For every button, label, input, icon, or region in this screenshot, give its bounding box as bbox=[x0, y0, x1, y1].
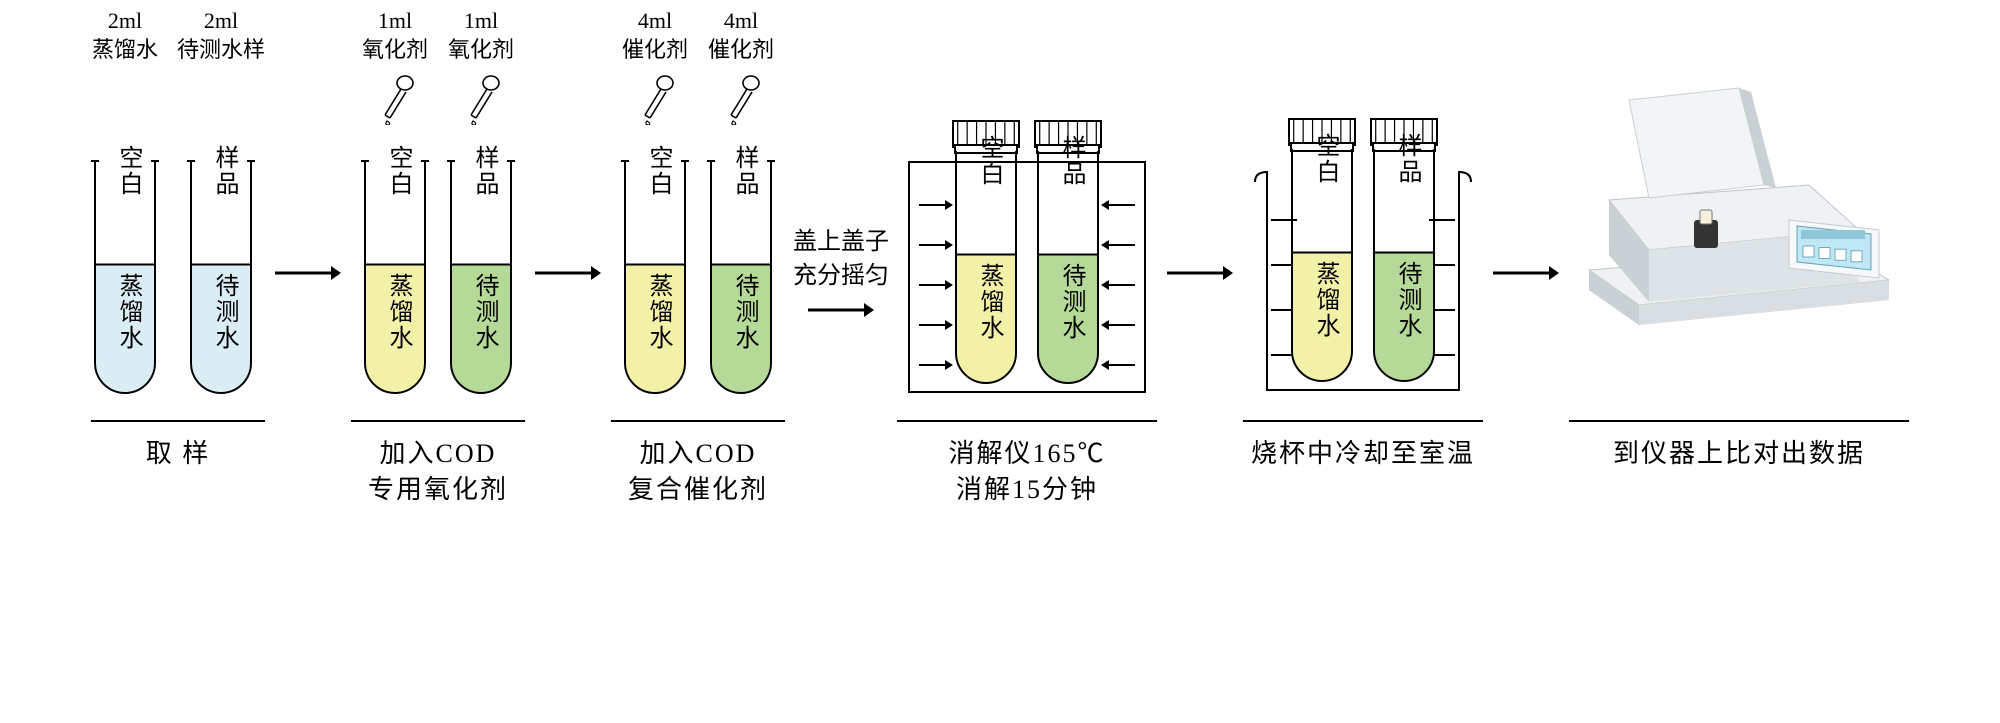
test-tube: 样品待测水 bbox=[447, 125, 515, 400]
digester-container: 空白蒸馏水样品待测水 bbox=[907, 100, 1147, 400]
test-tube: 样品待测水 bbox=[707, 125, 775, 400]
test-tube: 空白蒸馏水 bbox=[952, 115, 1020, 390]
dropper-icon bbox=[721, 75, 761, 125]
flow-arrow bbox=[1165, 98, 1235, 458]
dropper-icon bbox=[635, 75, 675, 125]
tube-lower-label: 待测水 bbox=[727, 273, 762, 351]
dropper-icon bbox=[375, 75, 415, 125]
step-caption: 加入COD专用氧化剂 bbox=[368, 436, 508, 516]
reagent-label: 2ml蒸馏水 bbox=[92, 7, 158, 67]
step-s2: 1ml氧化剂空白蒸馏水1ml氧化剂样品待测水加入COD专用氧化剂 bbox=[351, 40, 525, 516]
step-caption: 到仪器上比对出数据 bbox=[1613, 436, 1865, 516]
tube-lower-label: 待测水 bbox=[1390, 261, 1425, 339]
tube-lower-label: 蒸馏水 bbox=[972, 263, 1007, 341]
tube-column: 2ml蒸馏水空白蒸馏水 bbox=[91, 7, 159, 400]
tube-lower-label: 蒸馏水 bbox=[1308, 261, 1343, 339]
arrow-label: 盖上盖子充分摇匀 bbox=[793, 226, 889, 293]
step-s1: 2ml蒸馏水空白蒸馏水2ml待测水样样品待测水取 样 bbox=[91, 40, 265, 516]
analyzer-device bbox=[1579, 70, 1899, 350]
test-tube: 样品待测水 bbox=[1370, 113, 1438, 388]
tube-column: 1ml氧化剂样品待测水 bbox=[447, 7, 515, 400]
tube-lower-label: 蒸馏水 bbox=[641, 273, 676, 351]
tube-upper-label: 空白 bbox=[111, 145, 146, 197]
step-s6: 到仪器上比对出数据 bbox=[1569, 40, 1909, 516]
tube-upper-label: 样品 bbox=[727, 145, 762, 197]
tube-column: 1ml氧化剂空白蒸馏水 bbox=[361, 7, 429, 400]
test-tube: 空白蒸馏水 bbox=[621, 125, 689, 400]
dropper-icon bbox=[461, 75, 501, 125]
tube-column: 2ml待测水样样品待测水 bbox=[177, 7, 265, 400]
step-caption: 烧杯中冷却至室温 bbox=[1251, 436, 1475, 516]
test-tube: 样品待测水 bbox=[187, 125, 255, 400]
step-caption: 取 样 bbox=[146, 436, 211, 516]
step-s4: 空白蒸馏水样品待测水消解仪165℃消解15分钟 bbox=[897, 40, 1157, 516]
step-underline bbox=[351, 420, 525, 422]
tube-upper-label: 空白 bbox=[972, 135, 1007, 187]
step-underline bbox=[1243, 420, 1483, 422]
tube-upper-label: 空白 bbox=[1308, 133, 1343, 185]
tube-upper-label: 样品 bbox=[1390, 133, 1425, 185]
step-underline bbox=[1569, 420, 1909, 422]
procedure-flow: 2ml蒸馏水空白蒸馏水2ml待测水样样品待测水取 样1ml氧化剂空白蒸馏水1ml… bbox=[91, 40, 1909, 516]
test-tube: 空白蒸馏水 bbox=[91, 125, 159, 400]
tube-lower-label: 待测水 bbox=[1054, 263, 1089, 341]
reagent-label: 1ml氧化剂 bbox=[448, 7, 514, 67]
tube-upper-label: 样品 bbox=[1054, 135, 1089, 187]
tube-lower-label: 蒸馏水 bbox=[111, 273, 146, 351]
tube-upper-label: 样品 bbox=[467, 145, 502, 197]
flow-arrow bbox=[533, 98, 603, 458]
step-s3: 4ml催化剂空白蒸馏水4ml催化剂样品待测水加入COD复合催化剂 bbox=[611, 40, 785, 516]
tube-upper-label: 样品 bbox=[207, 145, 242, 197]
step-caption: 消解仪165℃消解15分钟 bbox=[948, 436, 1105, 516]
test-tube: 样品待测水 bbox=[1034, 115, 1102, 390]
flow-arrow bbox=[273, 98, 343, 458]
reagent-label: 4ml催化剂 bbox=[622, 7, 688, 67]
tube-column: 4ml催化剂样品待测水 bbox=[707, 7, 775, 400]
test-tube: 空白蒸馏水 bbox=[1288, 113, 1356, 388]
reagent-label: 2ml待测水样 bbox=[177, 7, 265, 67]
tube-upper-label: 空白 bbox=[381, 145, 416, 197]
reagent-label: 4ml催化剂 bbox=[708, 7, 774, 67]
reagent-label: 1ml氧化剂 bbox=[362, 7, 428, 67]
step-underline bbox=[611, 420, 785, 422]
step-s5: 空白蒸馏水样品待测水烧杯中冷却至室温 bbox=[1243, 40, 1483, 516]
flow-arrow bbox=[1491, 98, 1561, 458]
flow-arrow: 盖上盖子充分摇匀 bbox=[793, 98, 889, 458]
step-caption: 加入COD复合催化剂 bbox=[628, 436, 768, 516]
beaker-container: 空白蒸馏水样品待测水 bbox=[1253, 100, 1473, 400]
step-underline bbox=[91, 420, 265, 422]
tube-lower-label: 待测水 bbox=[467, 273, 502, 351]
tube-lower-label: 待测水 bbox=[207, 273, 242, 351]
tube-upper-label: 空白 bbox=[641, 145, 676, 197]
step-underline bbox=[897, 420, 1157, 422]
tube-column: 4ml催化剂空白蒸馏水 bbox=[621, 7, 689, 400]
test-tube: 空白蒸馏水 bbox=[361, 125, 429, 400]
tube-lower-label: 蒸馏水 bbox=[381, 273, 416, 351]
